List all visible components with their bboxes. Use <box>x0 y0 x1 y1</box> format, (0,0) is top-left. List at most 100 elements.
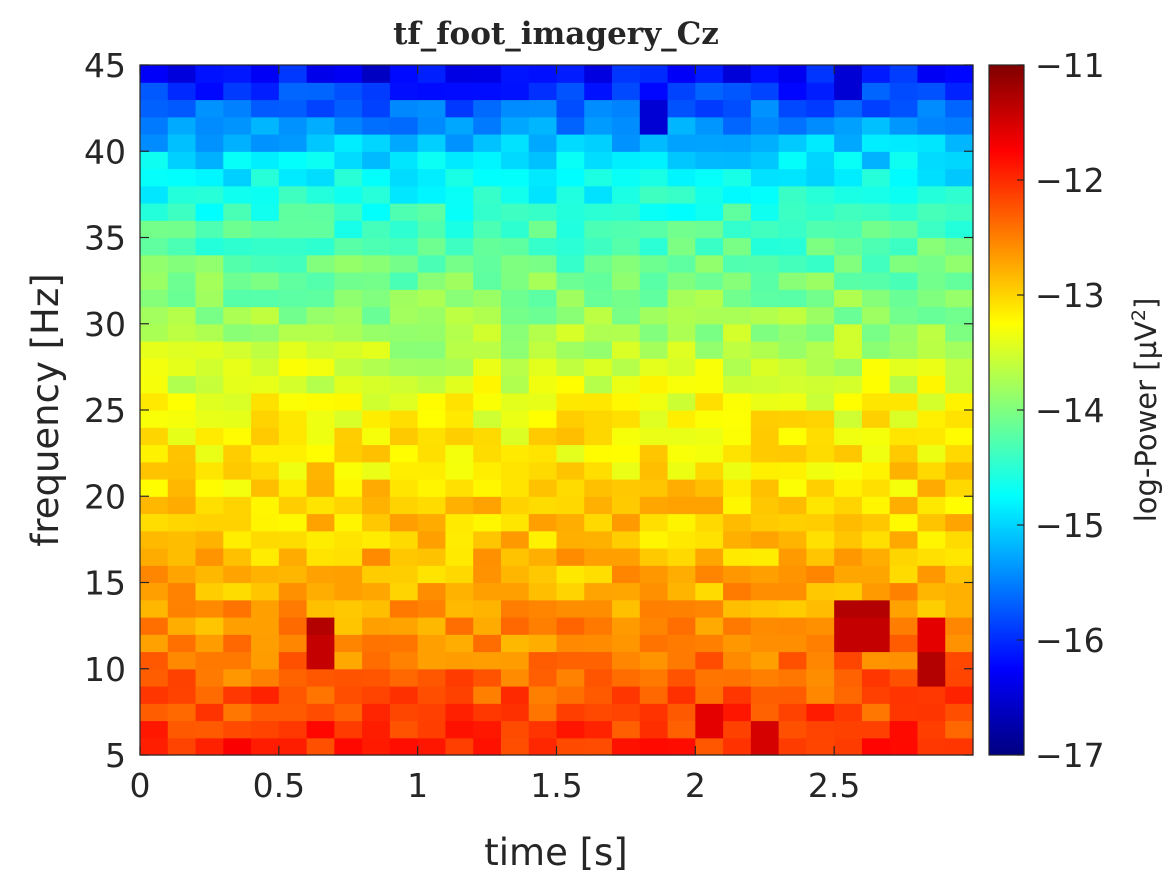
heatmap-cell <box>278 341 308 359</box>
heatmap-cell <box>278 634 308 653</box>
heatmap-cell <box>723 582 752 601</box>
colorbar-tick-label: −16 <box>1035 621 1105 660</box>
heatmap-cell <box>500 548 530 566</box>
heatmap-cell <box>889 530 919 549</box>
heatmap-cell <box>417 392 447 411</box>
heatmap-cell <box>584 634 613 653</box>
y-tick-label: 5 <box>105 736 126 775</box>
heatmap-cell <box>834 220 863 239</box>
heatmap-cell <box>584 289 613 308</box>
heatmap-cell <box>917 272 946 290</box>
heatmap-cell <box>834 651 863 670</box>
heatmap-cell <box>667 272 696 290</box>
heatmap-cell <box>223 530 252 549</box>
heatmap-cell <box>195 237 224 256</box>
heatmap-cell <box>473 599 502 618</box>
heatmap-cell <box>778 513 807 532</box>
heatmap-cell <box>695 651 724 670</box>
heatmap-cell <box>362 306 391 325</box>
heatmap-cell <box>445 617 474 635</box>
heatmap-cell <box>500 168 530 187</box>
heatmap-cell <box>695 306 724 325</box>
heatmap-cell <box>612 513 641 532</box>
heatmap-cell <box>750 496 780 515</box>
heatmap-cell <box>723 358 752 377</box>
heatmap-cell <box>334 341 363 359</box>
heatmap-cell <box>861 651 891 670</box>
heatmap-cell <box>251 427 280 446</box>
heatmap-cell <box>778 185 807 204</box>
heatmap-cell <box>167 427 197 446</box>
heatmap-cell <box>278 358 308 377</box>
heatmap-cell <box>778 134 807 152</box>
heatmap-cell <box>389 737 419 756</box>
heatmap-cell <box>945 289 974 308</box>
heatmap-cell <box>389 375 419 394</box>
heatmap-cell <box>306 220 335 239</box>
heatmap-cell <box>778 582 807 601</box>
heatmap-cell <box>362 185 391 204</box>
heatmap-cell <box>861 617 891 635</box>
heatmap-cell <box>750 479 780 497</box>
heatmap-cell <box>223 185 252 204</box>
heatmap-cell <box>723 306 752 325</box>
heatmap-cell <box>834 479 863 497</box>
heatmap-cell <box>750 82 780 101</box>
heatmap-cell <box>473 737 502 756</box>
heatmap-cell <box>750 530 780 549</box>
heatmap-cell <box>223 151 252 170</box>
heatmap-cell <box>945 306 974 325</box>
heatmap-cell <box>334 720 363 739</box>
heatmap-cell <box>389 496 419 515</box>
heatmap-cell <box>695 686 724 704</box>
heatmap-cell <box>639 565 669 584</box>
heatmap-cell <box>806 651 835 670</box>
heatmap-cell <box>556 358 585 377</box>
heatmap-cell <box>140 203 169 221</box>
heatmap-cell <box>612 203 641 221</box>
heatmap-cell <box>723 548 752 566</box>
heatmap-cell <box>750 99 780 118</box>
heatmap-cell <box>861 237 891 256</box>
heatmap-cell <box>223 134 252 152</box>
heatmap-cell <box>612 530 641 549</box>
heatmap-cell <box>223 634 252 653</box>
heatmap-cell <box>223 599 252 618</box>
heatmap-cell <box>140 479 169 497</box>
heatmap-cell <box>945 582 974 601</box>
heatmap-cell <box>750 358 780 377</box>
heatmap-cell <box>889 461 919 480</box>
heatmap-cell <box>667 444 696 463</box>
heatmap-cell <box>223 410 252 428</box>
heatmap-cell <box>528 720 558 739</box>
heatmap-cell <box>445 565 474 584</box>
heatmap-cell <box>223 496 252 515</box>
heatmap-cell <box>251 461 280 480</box>
heatmap-cell <box>334 634 363 653</box>
heatmap-cell <box>945 479 974 497</box>
heatmap-cell <box>667 134 696 152</box>
heatmap-cell <box>945 444 974 463</box>
heatmap-cell <box>306 599 335 618</box>
heatmap-cell <box>695 220 724 239</box>
heatmap-cell <box>806 617 835 635</box>
heatmap-cell <box>528 220 558 239</box>
heatmap-cell <box>750 392 780 411</box>
heatmap-cell <box>917 668 946 687</box>
heatmap-cell <box>612 392 641 411</box>
heatmap-cell <box>556 203 585 221</box>
heatmap-cell <box>167 151 197 170</box>
heatmap-cell <box>362 289 391 308</box>
heatmap-cell <box>195 289 224 308</box>
heatmap-cell <box>750 444 780 463</box>
heatmap-cell <box>167 703 197 722</box>
heatmap-cell <box>500 582 530 601</box>
heatmap-cell <box>445 168 474 187</box>
heatmap-cell <box>528 513 558 532</box>
heatmap-cell <box>945 548 974 566</box>
heatmap-cell <box>639 203 669 221</box>
heatmap-cell <box>945 134 974 152</box>
heatmap-cell <box>223 444 252 463</box>
heatmap-cell <box>584 358 613 377</box>
heatmap-cell <box>584 134 613 152</box>
